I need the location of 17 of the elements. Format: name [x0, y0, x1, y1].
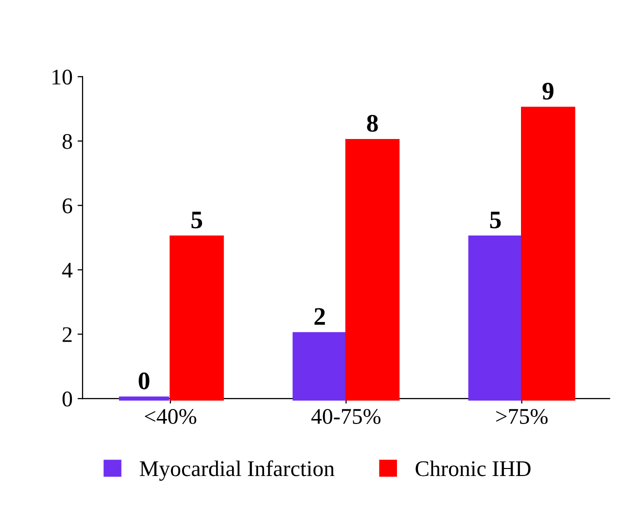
x-tick-label: >75% [496, 408, 548, 424]
legend-label: Myocardial Infarction [140, 460, 334, 481]
data-label: 8 [367, 114, 378, 132]
y-tick-label: 2 [62, 327, 72, 342]
data-label: 9 [542, 82, 554, 100]
data-label: 5 [490, 212, 501, 228]
y-tick-label: 10 [52, 70, 72, 85]
data-label: 2 [314, 308, 325, 325]
data-label: 0 [138, 372, 150, 390]
y-tick-label: 6 [62, 198, 72, 214]
y-tick-label: 0 [62, 392, 72, 407]
y-tick-label: 8 [62, 134, 72, 149]
x-tick-label: <40% [144, 408, 196, 424]
data-label: 5 [191, 212, 202, 228]
x-tick-label: 40-75% [311, 408, 380, 424]
legend-label: Chronic IHD [416, 460, 531, 476]
y-tick-label: 4 [62, 262, 72, 278]
